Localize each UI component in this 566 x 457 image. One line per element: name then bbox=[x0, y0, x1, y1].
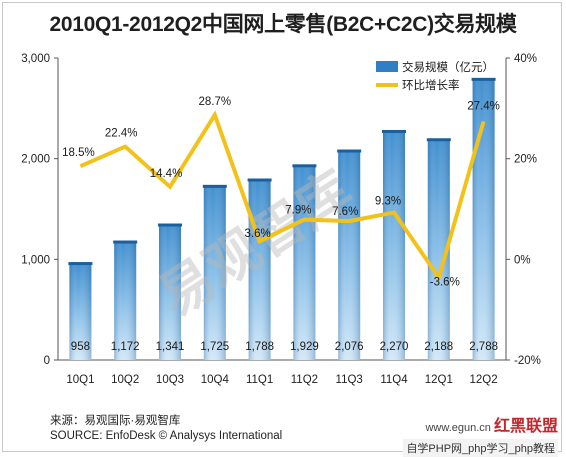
bar-cap bbox=[426, 138, 451, 142]
right-tick-label: 0% bbox=[514, 254, 531, 266]
corner-watermark: www.egun.cn 红黑联盟 自学PHP网_php学习_php教程 bbox=[403, 412, 558, 457]
x-tick-label: 12Q2 bbox=[470, 374, 498, 386]
bar-value-label: 1,725 bbox=[200, 341, 229, 353]
bar-shade bbox=[383, 131, 405, 360]
bar-value-label: 2,076 bbox=[335, 341, 364, 353]
right-tick-label: 40% bbox=[514, 53, 537, 65]
line-value-label: 14.4% bbox=[150, 168, 183, 180]
chart-title: 2010Q1-2012Q2中国网上零售(B2C+C2C)交易规模 bbox=[49, 13, 517, 36]
legend-bar-swatch bbox=[376, 61, 398, 72]
x-tick-label: 10Q4 bbox=[201, 374, 230, 386]
bar-cap bbox=[471, 77, 496, 81]
bar-value-label: 2,188 bbox=[424, 341, 453, 353]
bar-cap bbox=[382, 129, 406, 133]
line-value-label: 18.5% bbox=[62, 147, 95, 159]
bar-shade bbox=[114, 242, 137, 360]
line-value-label: 7.6% bbox=[332, 206, 358, 218]
line-value-label: 27.4% bbox=[467, 100, 500, 112]
x-tick-label: 11Q4 bbox=[380, 374, 408, 386]
line-value-label: 28.7% bbox=[198, 96, 231, 108]
bar-value-label: 1,172 bbox=[111, 341, 140, 353]
bar-shade bbox=[427, 139, 450, 360]
bar-cap bbox=[247, 178, 272, 182]
right-tick-label: -20% bbox=[514, 355, 541, 367]
source-en: SOURCE: EnfoDesk © Analysys Internationa… bbox=[50, 430, 283, 442]
legend-line-label: 环比增长率 bbox=[402, 78, 460, 92]
bar-shade bbox=[69, 263, 92, 360]
left-tick-label: 1,000 bbox=[21, 254, 50, 266]
x-tick-label: 12Q1 bbox=[425, 374, 453, 386]
bar-cap bbox=[202, 184, 227, 188]
bar-cap bbox=[158, 223, 182, 227]
bar-cap bbox=[68, 262, 93, 266]
bar-shade bbox=[293, 165, 316, 360]
x-tick-label: 10Q3 bbox=[156, 374, 184, 386]
bar-value-label: 1,929 bbox=[290, 341, 319, 353]
x-tick-label: 11Q3 bbox=[336, 374, 363, 386]
left-tick-label: 2,000 bbox=[21, 154, 50, 166]
source-cn: 来源：易观国际·易观智库 bbox=[50, 415, 181, 427]
bar-shade bbox=[472, 79, 495, 360]
corner-line2: 自学PHP网_php学习_php教程 bbox=[403, 439, 558, 457]
growth-line bbox=[79, 110, 486, 283]
bar-shade bbox=[203, 186, 226, 360]
x-tick-label: 11Q1 bbox=[246, 374, 273, 386]
bar-value-label: 2,270 bbox=[380, 341, 409, 353]
corner-logo: 红黑联盟 bbox=[493, 418, 558, 435]
left-tick-label: 0 bbox=[44, 355, 50, 367]
bar-shade bbox=[338, 151, 361, 360]
legend-bar-label: 交易规模（亿元） bbox=[402, 60, 494, 74]
bar-cap bbox=[292, 164, 317, 168]
x-tick-label: 10Q1 bbox=[66, 374, 94, 386]
bar-value-label: 2,788 bbox=[469, 341, 498, 353]
line-value-label: -3.6% bbox=[430, 276, 460, 288]
line-value-label: 9.3% bbox=[375, 196, 401, 208]
corner-site: www.egun.cn bbox=[425, 422, 491, 434]
right-tick-label: 20% bbox=[514, 154, 537, 166]
line-value-label: 7.9% bbox=[285, 205, 311, 217]
x-tick-label: 10Q2 bbox=[111, 374, 139, 386]
bar-cap bbox=[337, 149, 362, 153]
chart-frame bbox=[2, 2, 562, 452]
x-tick-label: 11Q2 bbox=[291, 374, 318, 386]
bar-shade bbox=[159, 225, 181, 360]
left-tick-label: 3,000 bbox=[21, 53, 50, 65]
line-value-label: 22.4% bbox=[105, 128, 138, 140]
bar-value-label: 1,341 bbox=[156, 341, 185, 353]
line-value-label: 3.6% bbox=[244, 228, 270, 240]
bar-value-label: 958 bbox=[71, 341, 90, 353]
bar-value-label: 1,788 bbox=[245, 341, 274, 353]
bar-cap bbox=[113, 240, 138, 244]
